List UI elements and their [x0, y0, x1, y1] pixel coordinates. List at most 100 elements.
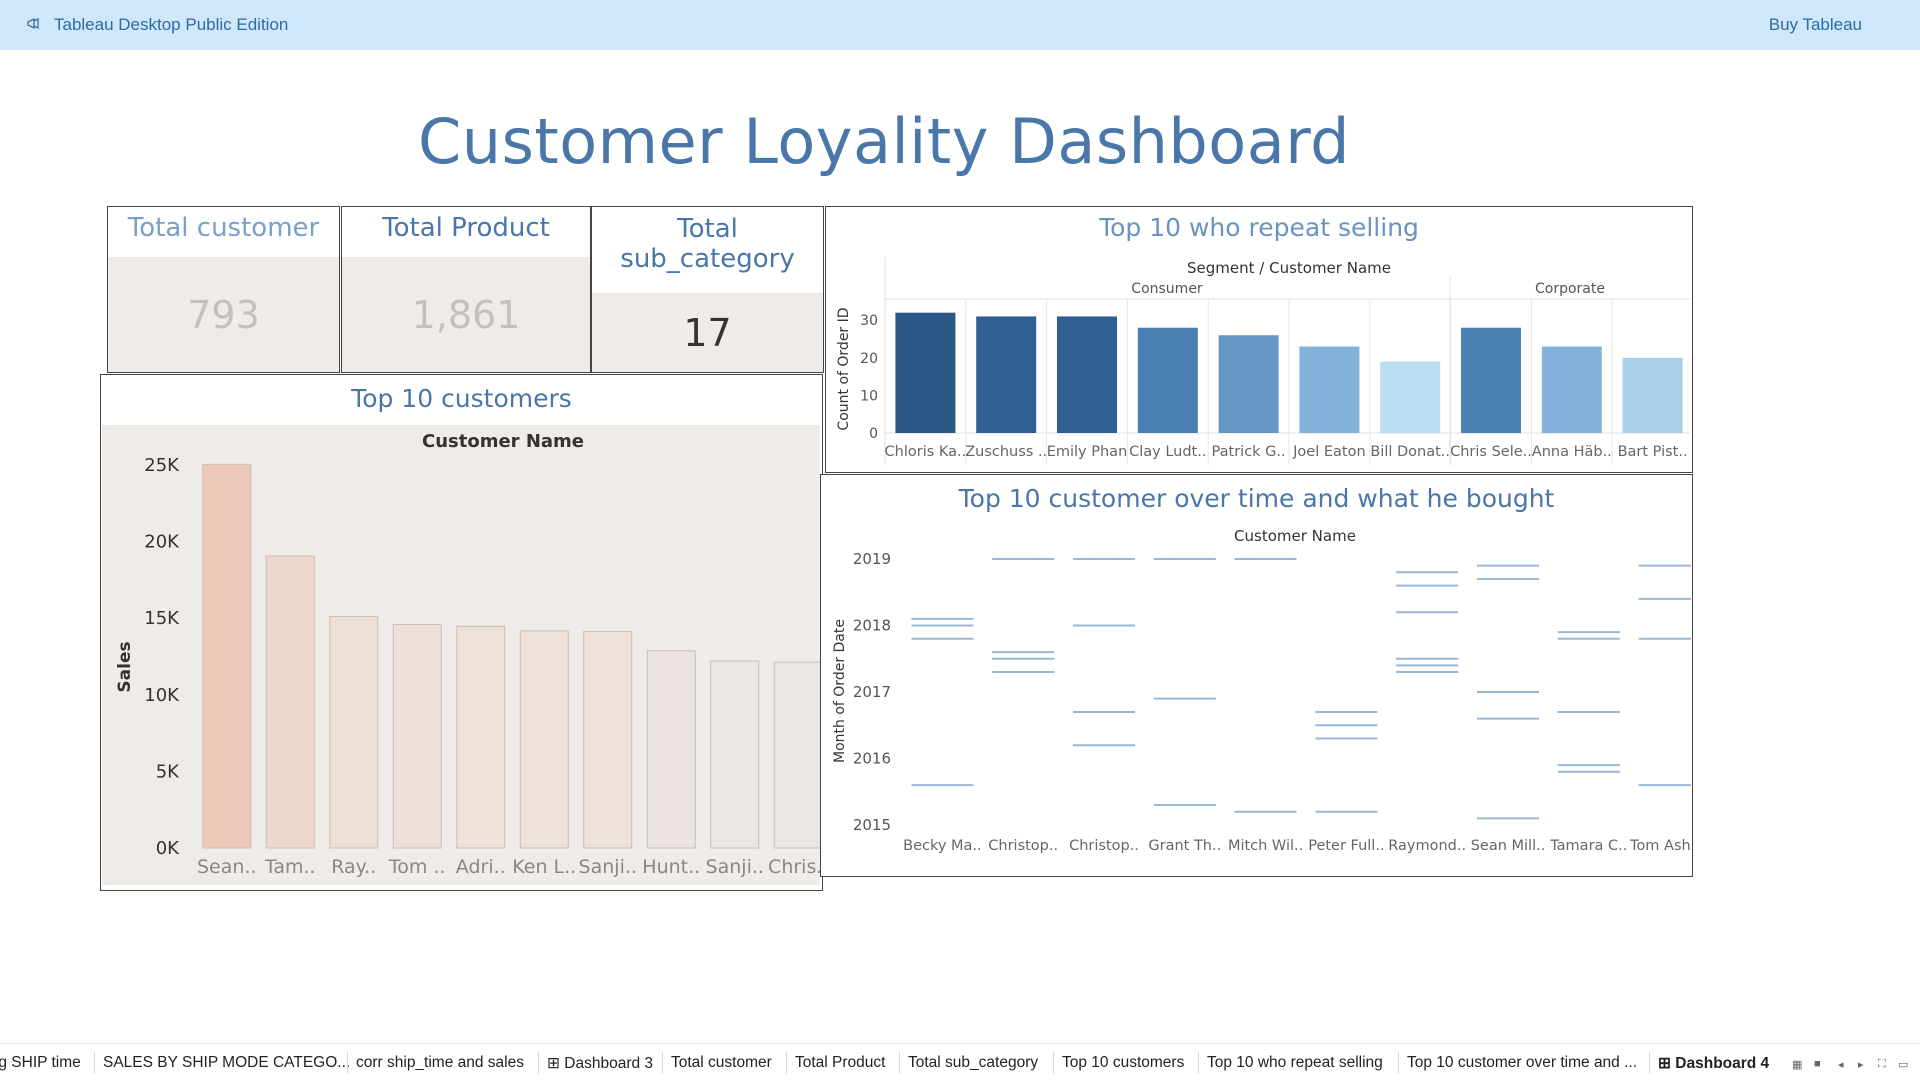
x-tick-label: Ken L..: [512, 856, 576, 878]
order-count-bar[interactable]: [1299, 346, 1360, 433]
present-icon[interactable]: ▭: [1898, 1059, 1909, 1071]
tab-separator: [94, 1052, 95, 1074]
x-tick-label: Christop..: [1069, 838, 1139, 854]
x-tick-label: Clay Ludt..: [1129, 444, 1206, 460]
sheet-tab[interactable]: SALES BY SHIP MODE CATEGO...: [103, 1054, 351, 1071]
order-count-bar[interactable]: [976, 316, 1037, 433]
x-tick-label: Chloris Ka..: [885, 444, 967, 460]
order-count-bar[interactable]: [895, 312, 956, 433]
sales-bar[interactable]: [392, 623, 442, 849]
sales-bar[interactable]: [265, 555, 315, 849]
y-tick-label: 15K: [144, 608, 180, 629]
y-tick-label: 20K: [144, 532, 180, 553]
chart-header: Customer Name: [422, 431, 584, 452]
grid-view-icon[interactable]: ▦: [1792, 1059, 1803, 1071]
y-tick-label: 2018: [853, 617, 891, 635]
sales-bar[interactable]: [329, 615, 379, 849]
sales-bar[interactable]: [456, 625, 506, 849]
sales-bar[interactable]: [583, 630, 633, 849]
x-tick-label: Hunt..: [642, 856, 700, 878]
x-tick-label: Sean Mill..: [1471, 838, 1546, 854]
x-tick-label: Raymond..: [1388, 838, 1466, 854]
x-tick-label: Chris Sele..: [1450, 444, 1532, 460]
x-tick-label: Mitch Wil..: [1228, 838, 1303, 854]
sheet-tab[interactable]: Total customer: [671, 1054, 772, 1071]
x-tick-label: Chris..: [768, 856, 821, 878]
tab-separator: [1198, 1052, 1199, 1074]
tab-separator: [899, 1052, 900, 1074]
fullscreen-icon[interactable]: ⛶: [1878, 1058, 1886, 1070]
order-count-bar[interactable]: [1057, 316, 1117, 433]
x-tick-label: Tom Ashb..: [1629, 838, 1691, 854]
sales-bar[interactable]: [710, 660, 760, 849]
order-count-bar[interactable]: [1380, 361, 1441, 433]
order-count-bar[interactable]: [1218, 335, 1279, 433]
tab-separator: [662, 1052, 663, 1074]
megaphone-icon: [26, 16, 42, 32]
y-tick-label: 2019: [853, 550, 891, 568]
order-count-bar[interactable]: [1461, 327, 1521, 433]
y-tick-label: 5K: [156, 761, 180, 782]
sales-bar[interactable]: [202, 463, 252, 849]
prev-sheet-icon[interactable]: ◂: [1838, 1059, 1844, 1071]
sheet-tab-bar: avg SHIP time SALES BY SHIP MODE CATEGO..…: [0, 1043, 1920, 1080]
order-count-bar[interactable]: [1137, 327, 1198, 433]
y-tick-label: 30: [860, 313, 878, 329]
y-tick-label: 2016: [853, 750, 891, 768]
panel-title: Top 10 customer over time and what he bo…: [958, 484, 1555, 513]
panel-title: Top 10 who repeat selling: [1099, 213, 1419, 242]
segment-label-consumer: Consumer: [1131, 281, 1203, 297]
sheet-tab[interactable]: ⊞ Dashboard 3: [547, 1055, 654, 1072]
tab-separator: [1053, 1052, 1054, 1074]
kpi-title-line1: Total: [677, 214, 738, 244]
order-count-bar[interactable]: [1622, 357, 1683, 433]
order-count-bar[interactable]: [1541, 346, 1602, 433]
sheet-tab[interactable]: Total sub_category: [908, 1054, 1039, 1071]
sales-bar[interactable]: [646, 650, 696, 849]
sheet-tab[interactable]: corr ship_time and sales: [356, 1054, 524, 1071]
tab-separator: [1649, 1052, 1650, 1074]
sheet-tab[interactable]: Total Product: [795, 1054, 886, 1071]
sheet-tab[interactable]: Top 10 customer over time and ...: [1407, 1054, 1638, 1071]
sheet-tab[interactable]: Top 10 who repeat selling: [1207, 1054, 1383, 1071]
dashboard-title: Customer Loyality Dashboard: [418, 105, 1350, 178]
y-axis-label: Count of Order ID: [836, 307, 852, 430]
panel-top10-customers[interactable]: Top 10 customers Customer Name Sales 25K…: [100, 374, 823, 891]
y-tick-label: 20: [860, 351, 878, 367]
x-tick-label: Sean..: [197, 856, 257, 878]
kpi-title-line2: sub_category: [620, 244, 795, 274]
x-tick-label: Christop..: [988, 838, 1058, 854]
tab-separator: [786, 1052, 787, 1074]
y-tick-label: 0: [869, 426, 878, 442]
x-tick-label: Emily Phan: [1047, 444, 1128, 460]
filmstrip-icon[interactable]: ■: [1814, 1058, 1821, 1070]
sheet-tab[interactable]: Top 10 customers: [1062, 1054, 1185, 1071]
x-tick-label: Anna Häb..: [1532, 444, 1612, 460]
top10-customers-chart[interactable]: Customer Name Sales 25K 20K 15K 10K 5K 0K Sea…: [101, 425, 821, 885]
over-time-chart[interactable]: Customer Name Month of Order Date 2019 20…: [821, 523, 1691, 877]
panel-over-time[interactable]: Top 10 customer over time and what he bo…: [820, 474, 1693, 877]
chart-header: Customer Name: [1234, 527, 1356, 545]
x-tick-label: Adri..: [456, 856, 506, 878]
next-sheet-icon[interactable]: ▸: [1858, 1059, 1864, 1071]
x-tick-label: Peter Full..: [1308, 838, 1384, 854]
chart-header: Segment / Customer Name: [1187, 259, 1391, 277]
top-bar: Tableau Desktop Public Edition Buy Table…: [0, 0, 1920, 50]
kpi-value: 1,861: [411, 292, 521, 337]
y-axis-label: Month of Order Date: [832, 619, 848, 763]
y-tick-label: 10: [860, 388, 878, 404]
kpi-total-product[interactable]: Total Product 1,861: [341, 206, 591, 373]
kpi-total-customer[interactable]: Total customer 793: [107, 206, 340, 373]
x-tick-label: Tom ..: [388, 856, 446, 878]
kpi-value: 17: [683, 310, 732, 355]
sheet-tab[interactable]: ⊞ Dashboard 4: [1658, 1055, 1770, 1072]
sales-bar[interactable]: [519, 630, 569, 849]
kpi-total-subcategory[interactable]: Total sub_category 17: [591, 206, 824, 373]
y-tick-label: 2015: [853, 816, 891, 834]
kpi-title: Total Product: [382, 213, 550, 243]
panel-repeat-selling[interactable]: Top 10 who repeat selling Segment / Cust…: [825, 206, 1693, 473]
buy-tableau-link[interactable]: Buy Tableau: [1768, 15, 1862, 34]
sales-bar[interactable]: [773, 661, 821, 849]
repeat-selling-chart[interactable]: Segment / Customer Name Consumer Corpora…: [826, 251, 1692, 471]
sheet-tab[interactable]: avg SHIP time: [0, 1054, 81, 1071]
